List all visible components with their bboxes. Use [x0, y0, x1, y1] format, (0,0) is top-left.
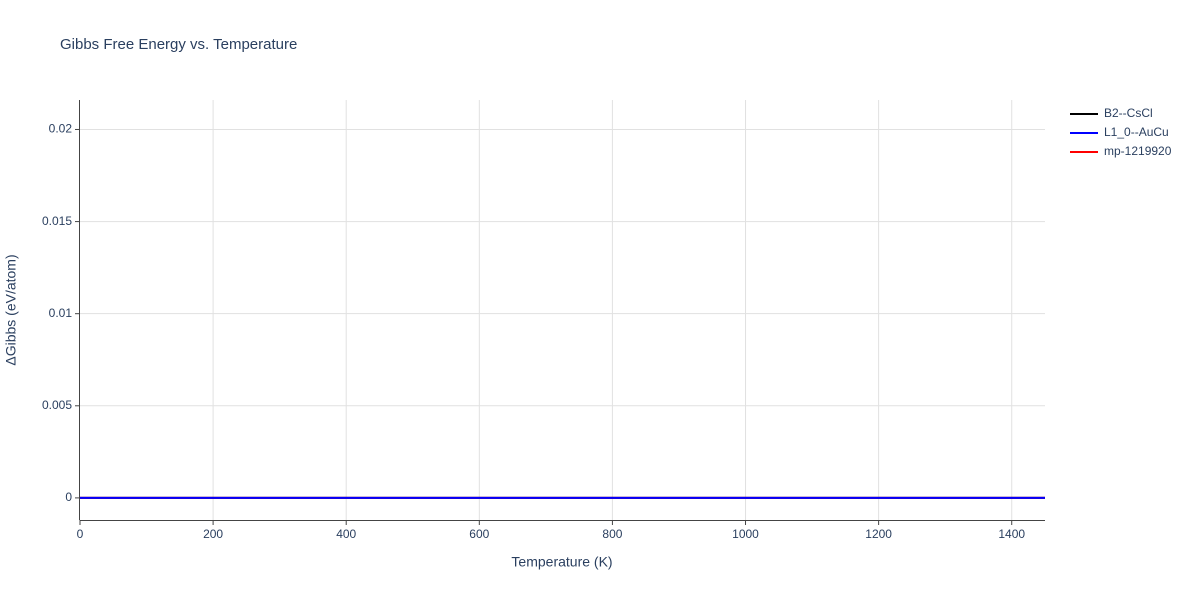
y-tick-label: 0.015	[42, 214, 72, 228]
legend: B2--CsCl L1_0--AuCu mp-1219920	[1070, 106, 1172, 158]
x-tick-label: 400	[336, 527, 356, 541]
grid	[80, 100, 1045, 520]
chart-title: Gibbs Free Energy vs. Temperature	[60, 36, 297, 53]
x-tick-label: 200	[203, 527, 223, 541]
x-tick-label: 1400	[998, 527, 1025, 541]
x-tick-label: 0	[77, 527, 84, 541]
y-tick-label: 0.01	[49, 306, 73, 320]
legend-label: mp-1219920	[1104, 144, 1172, 158]
x-tick-label: 800	[602, 527, 622, 541]
y-axis-title: ΔGibbs (eV/atom)	[3, 254, 19, 365]
legend-label: B2--CsCl	[1104, 106, 1153, 120]
legend-label: L1_0--AuCu	[1104, 125, 1169, 139]
y-tick-label: 0.005	[42, 398, 72, 412]
axes: 0 200 400 600 800 1000 1200 1400 0 0.005 0.01 0.015…	[42, 100, 1045, 541]
x-axis-title: Temperature (K)	[511, 554, 612, 570]
x-tick-label: 1000	[732, 527, 759, 541]
y-tick-label: 0.02	[49, 122, 73, 136]
y-tick-label: 0	[65, 490, 72, 504]
x-tick-label: 1200	[865, 527, 892, 541]
x-tick-label: 600	[469, 527, 489, 541]
